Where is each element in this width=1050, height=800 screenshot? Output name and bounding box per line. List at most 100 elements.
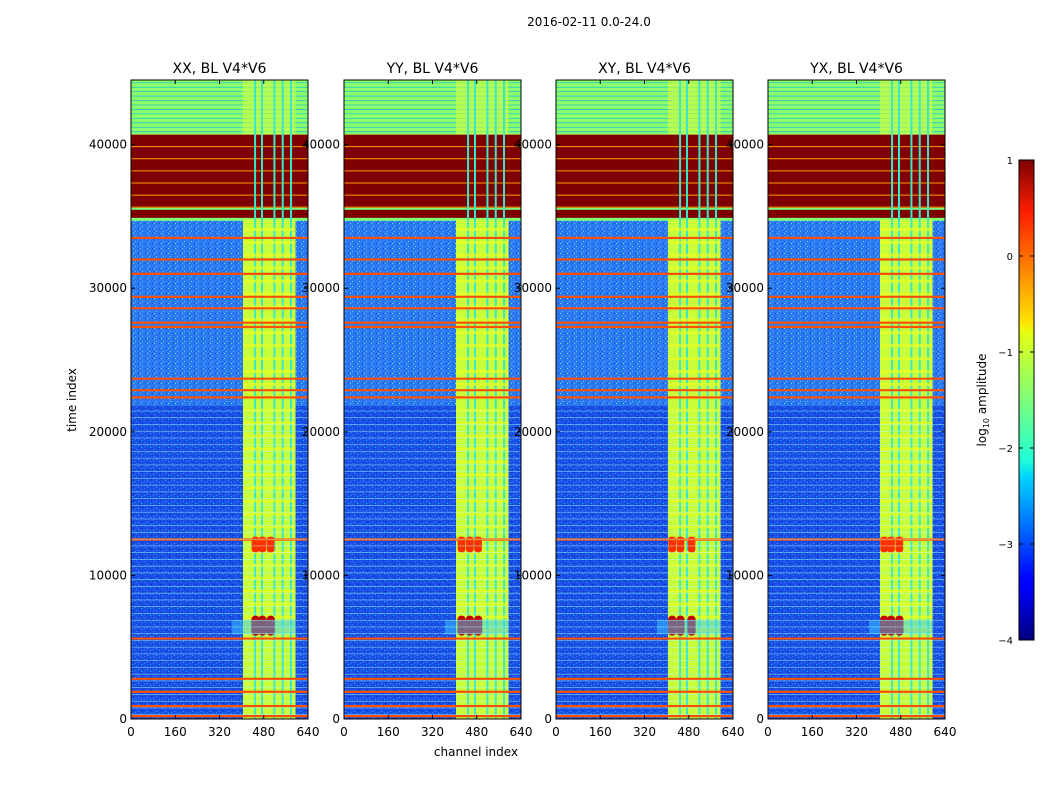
rfi-gap-column [503, 80, 506, 719]
rfi-band-texture [668, 279, 721, 283]
panel-title: XY, BL V4*V6 [598, 61, 691, 77]
y-tick-label: 20000 [302, 425, 340, 439]
x-tick-label: 320 [421, 725, 444, 739]
rfi-band-texture [668, 434, 721, 438]
rfi-band-texture [880, 602, 933, 606]
x-tick-label: 480 [677, 725, 700, 739]
rfi-gap-column [891, 80, 894, 719]
rfi-band-texture [243, 331, 296, 335]
rfi-band-texture [243, 447, 296, 451]
rfi-band-texture [880, 382, 933, 386]
rfi-channel-band-top [243, 80, 296, 135]
rfi-band-texture [243, 253, 296, 257]
rfi-band-texture [880, 434, 933, 438]
rfi-band-texture [668, 486, 721, 490]
y-tick-label: 10000 [514, 568, 552, 582]
rfi-band-texture [456, 292, 509, 296]
x-tick-label: 320 [633, 725, 656, 739]
rfi-band-texture [668, 240, 721, 244]
rfi-band-texture [456, 525, 509, 529]
rfi-gap-column [473, 80, 476, 719]
y-tick-label: 20000 [726, 425, 764, 439]
rfi-band-texture [243, 576, 296, 580]
rfi-band-texture [456, 253, 509, 257]
rfi-band-texture [456, 499, 509, 503]
rfi-gap-column [290, 80, 293, 719]
x-tick-label: 320 [845, 725, 868, 739]
rfi-channel-band [243, 219, 296, 719]
saturated-band [768, 134, 945, 220]
rfi-band-texture [668, 382, 721, 386]
figure-suptitle: 2016-02-11 0.0-24.0 [527, 15, 651, 29]
rfi-gap-column [260, 80, 263, 719]
rfi-channel-band [880, 219, 933, 719]
rfi-band-texture [243, 434, 296, 438]
rfi-band-texture [456, 382, 509, 386]
rfi-band-texture [880, 227, 933, 231]
y-tick-label: 10000 [89, 568, 127, 582]
y-tick-label: 40000 [89, 138, 127, 152]
saturated-band [556, 134, 733, 220]
colorbar-tick-label: 0 [1007, 252, 1013, 263]
band-edge [768, 207, 945, 210]
rfi-band-texture [456, 615, 509, 619]
rfi-band-texture [243, 382, 296, 386]
rfi-gap-column [897, 80, 900, 719]
x-tick-label: 0 [552, 725, 560, 739]
panel-3: XY, BL V4*V6 0 160 320 480 640 0 10000 20000 3000… [514, 61, 745, 739]
heatmap-image [768, 80, 945, 719]
rfi-band-texture [880, 486, 933, 490]
y-tick-label: 10000 [726, 568, 764, 582]
rfi-band-texture [243, 227, 296, 231]
rfi-band-texture [456, 421, 509, 425]
x-tick-label: 0 [127, 725, 135, 739]
rfi-band-texture [456, 589, 509, 593]
rfi-band-texture [668, 408, 721, 412]
x-tick-label: 480 [889, 725, 912, 739]
rfi-band-texture [668, 344, 721, 348]
x-axis-label: channel index [434, 745, 518, 759]
band-edge [556, 217, 733, 221]
rfi-band-texture [668, 589, 721, 593]
x-tick-label: 320 [208, 725, 231, 739]
y-axis-label: time index [65, 368, 79, 432]
rfi-band-texture [243, 279, 296, 283]
rfi-band-texture [668, 421, 721, 425]
rfi-band-texture [243, 318, 296, 322]
colorbar-tick-label: 1 [1007, 156, 1013, 167]
rfi-band-texture [880, 408, 933, 412]
rfi-band-texture [880, 318, 933, 322]
rfi-band-texture [880, 253, 933, 257]
rfi-band-texture [456, 512, 509, 516]
rfi-band-texture [668, 473, 721, 477]
panel-1: XX, BL V4*V6 0 160 320 480 640 0 10000 20000 3000… [89, 61, 320, 739]
rfi-band-texture [668, 499, 721, 503]
rfi-band-texture [456, 279, 509, 283]
rfi-gap-column [281, 80, 284, 719]
rfi-band-texture [456, 331, 509, 335]
rfi-band-texture [456, 563, 509, 567]
heatmap-image [344, 80, 521, 719]
x-tick-label: 160 [164, 725, 187, 739]
panel-title: YX, BL V4*V6 [809, 61, 903, 77]
y-tick-label: 30000 [726, 281, 764, 295]
rfi-band-texture [880, 499, 933, 503]
band-edge [344, 217, 521, 221]
x-tick-label: 640 [722, 725, 745, 739]
rfi-band-texture [243, 408, 296, 412]
rfi-band-texture [243, 525, 296, 529]
heatmap-image [556, 80, 733, 719]
rfi-band-texture [456, 227, 509, 231]
rfi-band-texture [880, 344, 933, 348]
rfi-band-texture [243, 266, 296, 270]
rfi-channel-band-top [456, 80, 509, 135]
rfi-band-texture [880, 589, 933, 593]
y-tick-label: 40000 [514, 138, 552, 152]
rfi-band-texture [243, 421, 296, 425]
rfi-band-texture [243, 602, 296, 606]
rfi-gap-column [685, 80, 688, 719]
rfi-gap-column [918, 80, 921, 719]
band-edge [131, 217, 308, 221]
rfi-band-texture [880, 357, 933, 361]
